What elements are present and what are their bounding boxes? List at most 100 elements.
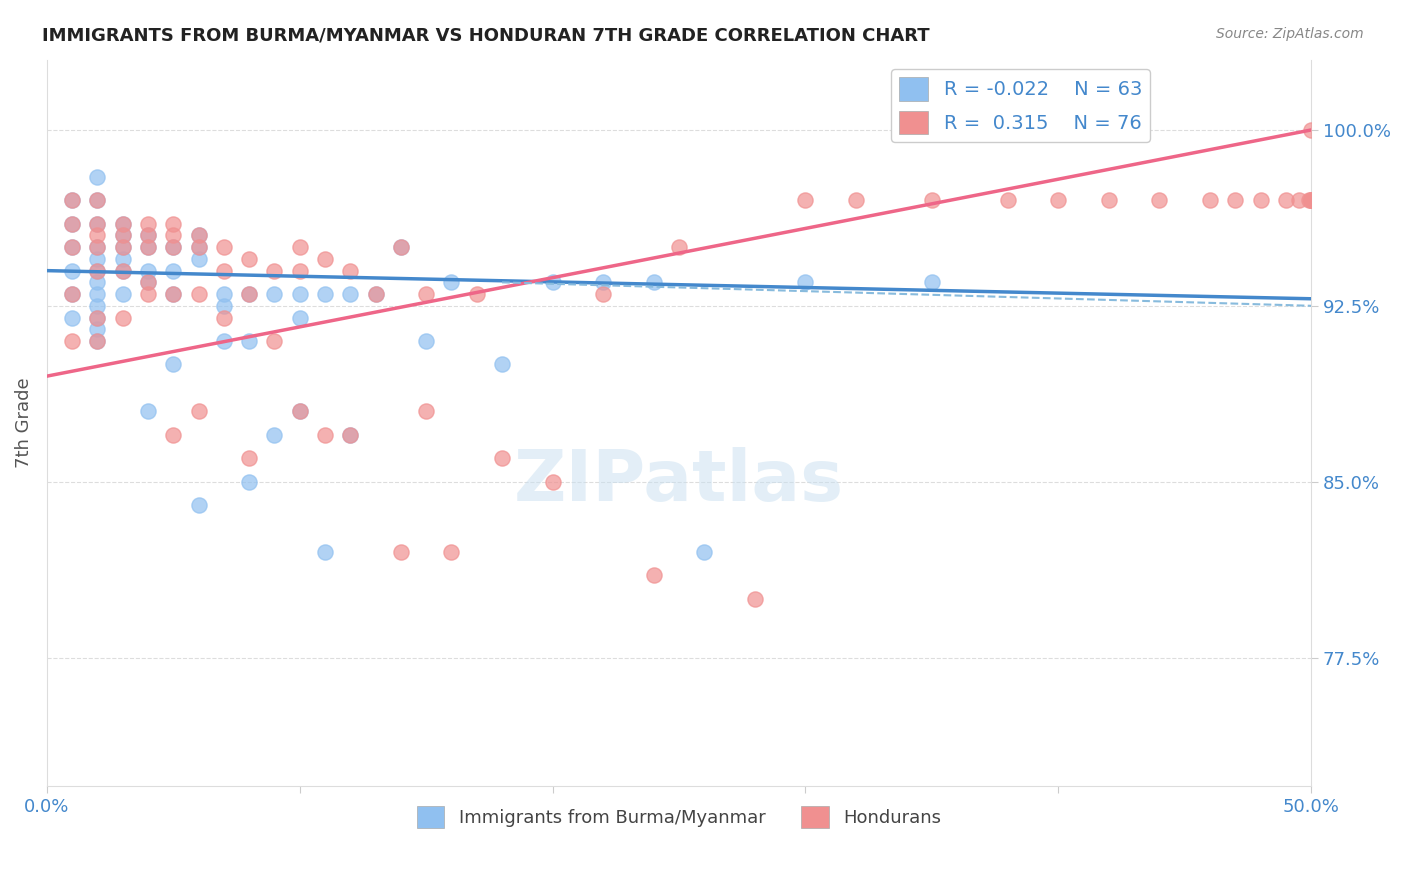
Point <box>288 404 311 418</box>
Point <box>238 287 260 301</box>
Point <box>86 334 108 348</box>
Point <box>136 228 159 243</box>
Point <box>86 299 108 313</box>
Point <box>1225 194 1247 208</box>
Point <box>187 228 209 243</box>
Point <box>86 287 108 301</box>
Point <box>921 276 943 290</box>
Point <box>60 287 83 301</box>
Point <box>314 287 336 301</box>
Point <box>212 287 235 301</box>
Point <box>643 568 665 582</box>
Point <box>1199 194 1222 208</box>
Point <box>111 240 134 254</box>
Point <box>238 451 260 466</box>
Point <box>1250 194 1272 208</box>
Point <box>997 194 1019 208</box>
Point <box>314 545 336 559</box>
Point <box>162 240 184 254</box>
Point <box>389 545 412 559</box>
Point <box>86 322 108 336</box>
Point <box>86 228 108 243</box>
Point <box>111 310 134 325</box>
Point <box>111 252 134 266</box>
Point <box>693 545 716 559</box>
Point <box>339 287 361 301</box>
Point <box>288 310 311 325</box>
Point <box>60 310 83 325</box>
Point <box>238 252 260 266</box>
Point <box>60 240 83 254</box>
Point <box>440 276 463 290</box>
Point <box>187 228 209 243</box>
Point <box>86 310 108 325</box>
Point <box>541 475 564 489</box>
Point <box>162 240 184 254</box>
Point <box>162 287 184 301</box>
Point <box>263 263 285 277</box>
Point <box>1301 194 1323 208</box>
Point <box>1298 194 1320 208</box>
Point <box>212 299 235 313</box>
Point <box>364 287 387 301</box>
Y-axis label: 7th Grade: 7th Grade <box>15 377 32 468</box>
Point <box>668 240 690 254</box>
Point <box>1301 123 1323 137</box>
Point <box>187 252 209 266</box>
Point <box>314 427 336 442</box>
Point <box>86 310 108 325</box>
Point <box>288 240 311 254</box>
Point <box>162 287 184 301</box>
Point <box>60 334 83 348</box>
Point <box>111 228 134 243</box>
Point <box>1149 194 1171 208</box>
Point <box>794 194 817 208</box>
Point <box>111 240 134 254</box>
Point <box>60 217 83 231</box>
Point <box>86 263 108 277</box>
Point <box>86 194 108 208</box>
Point <box>339 427 361 442</box>
Point <box>162 427 184 442</box>
Point <box>491 358 513 372</box>
Point <box>592 276 614 290</box>
Point <box>111 217 134 231</box>
Point <box>238 287 260 301</box>
Point <box>86 276 108 290</box>
Point <box>136 217 159 231</box>
Point <box>845 194 868 208</box>
Point <box>162 228 184 243</box>
Point <box>86 240 108 254</box>
Point <box>389 240 412 254</box>
Point <box>744 591 766 606</box>
Point <box>212 310 235 325</box>
Point <box>364 287 387 301</box>
Point <box>111 263 134 277</box>
Point <box>86 263 108 277</box>
Text: IMMIGRANTS FROM BURMA/MYANMAR VS HONDURAN 7TH GRADE CORRELATION CHART: IMMIGRANTS FROM BURMA/MYANMAR VS HONDURA… <box>42 27 929 45</box>
Point <box>794 276 817 290</box>
Point <box>187 498 209 512</box>
Point <box>314 252 336 266</box>
Point <box>1301 194 1323 208</box>
Point <box>136 240 159 254</box>
Point <box>263 334 285 348</box>
Point <box>212 240 235 254</box>
Point <box>136 276 159 290</box>
Point <box>187 287 209 301</box>
Point <box>60 194 83 208</box>
Point <box>86 217 108 231</box>
Point <box>86 334 108 348</box>
Point <box>288 287 311 301</box>
Point <box>60 217 83 231</box>
Point <box>187 240 209 254</box>
Point <box>263 287 285 301</box>
Point <box>1301 194 1323 208</box>
Point <box>111 263 134 277</box>
Point <box>111 228 134 243</box>
Point <box>1047 194 1070 208</box>
Point <box>86 240 108 254</box>
Point <box>136 228 159 243</box>
Point <box>921 194 943 208</box>
Point <box>86 217 108 231</box>
